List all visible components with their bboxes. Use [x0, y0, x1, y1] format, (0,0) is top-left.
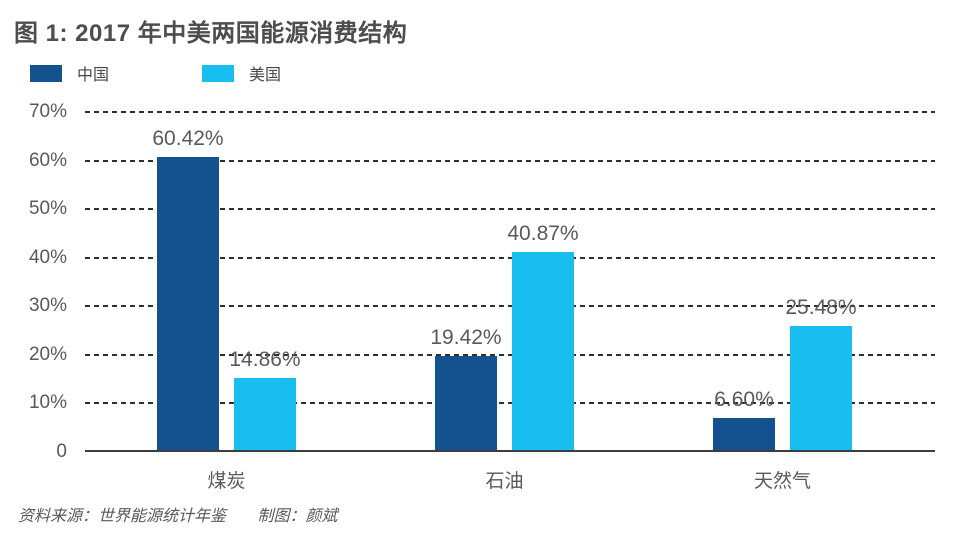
legend: 中国 美国 — [30, 61, 281, 85]
legend-item-china: 中国 — [30, 61, 109, 85]
legend-china-label: 中国 — [77, 67, 110, 84]
bar-value-usa-0: 14.86% — [229, 347, 301, 371]
source-note: 资料来源：世界能源统计年鉴 — [18, 508, 227, 525]
y-axis-label-10: 10% — [28, 392, 67, 414]
gridline-30 — [85, 305, 935, 308]
bar-usa-1 — [512, 251, 574, 450]
gridline-10 — [85, 402, 935, 405]
bar-value-china-1: 19.42% — [430, 325, 502, 349]
legend-china-swatch — [30, 64, 62, 82]
gridline-40 — [85, 256, 935, 259]
y-axis-label-0: 0 — [56, 441, 67, 462]
y-axis-label-60: 60% — [28, 149, 67, 171]
x-axis-label-1: 石油 — [485, 471, 524, 492]
legend-usa-swatch — [202, 64, 235, 82]
bar-china-0 — [157, 156, 219, 450]
bar-usa-0 — [234, 377, 296, 450]
bar-value-china-2: 6.60% — [714, 387, 774, 411]
x-axis-label-2: 天然气 — [753, 471, 812, 492]
plot-area: 70% 60% 50% 40% 30% 20% 10% 0 煤炭 60.42% 14.86% 石油 19… — [29, 101, 935, 492]
y-axis-label-30: 30% — [28, 295, 67, 317]
bar-value-china-0: 60.42% — [152, 126, 224, 150]
y-axis-label-20: 20% — [28, 343, 67, 365]
gridline-50 — [85, 208, 935, 211]
y-axis-label-70: 70% — [28, 101, 67, 122]
bar-value-usa-2: 25.48% — [785, 296, 857, 320]
bar-value-usa-1: 40.87% — [507, 221, 579, 245]
credit-note: 制图：颜斌 — [257, 508, 338, 525]
legend-usa-label: 美国 — [249, 67, 282, 84]
gridline-60 — [85, 159, 935, 162]
bar-china-1 — [435, 355, 497, 450]
x-axis-label-0: 煤炭 — [207, 471, 246, 492]
gridline-20 — [85, 353, 935, 356]
bar-usa-2 — [790, 326, 852, 450]
gridline-70 — [85, 111, 935, 113]
legend-item-usa: 美国 — [202, 61, 281, 85]
y-axis-label-40: 40% — [28, 246, 67, 268]
bar-china-2 — [713, 417, 775, 450]
y-axis-label-50: 50% — [28, 198, 67, 220]
chart-title: 图 1: 2017 年中美两国能源消费结构 — [14, 20, 408, 47]
footer: 资料来源：世界能源统计年鉴 制图：颜斌 — [18, 502, 337, 526]
